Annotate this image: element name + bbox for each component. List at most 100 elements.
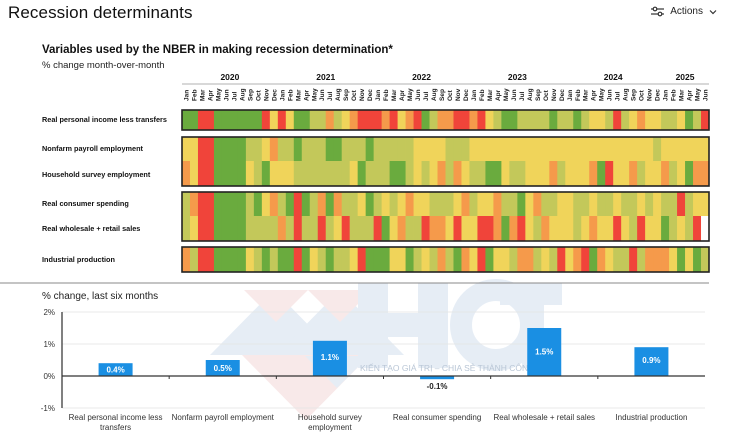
heatmap-cell [221,216,231,241]
heatmap-cell [613,216,622,241]
heatmap-cell [461,137,470,161]
heatmap-cell [669,137,678,161]
heatmap-cell [613,161,622,186]
heatmap-cell [661,247,670,272]
month-label: Jun [511,89,518,101]
heatmap-cell [621,110,630,130]
month-label: May [695,88,702,101]
watermark-letter [522,283,544,368]
year-label: 2020 [220,72,239,82]
heatmap-cell [445,192,454,216]
heatmap-cell [693,216,702,241]
month-label: Jun [319,89,326,101]
heatmap-cell [525,192,534,216]
heatmap-cell [405,192,414,216]
heatmap-cell [685,110,694,130]
heatmap-cell [325,110,335,130]
heatmap-cell [533,161,542,186]
heatmap-cell [701,110,710,130]
heatmap-cell [182,247,191,272]
heatmap-cell [677,110,686,130]
watermark-triangle [242,355,370,420]
x-category-label: Nonfarm payroll employment [172,413,275,422]
heatmap-cell [205,192,215,216]
heatmap-cell [317,161,327,186]
heatmap-cell [613,110,622,130]
heatmap-cell [541,192,550,216]
heatmap-cell [501,110,510,130]
heatmap-cell [597,110,606,130]
watermark-letter [450,279,542,371]
heatmap-cell [365,110,375,130]
heatmap-cell [325,137,335,161]
heatmap-cell [477,161,486,186]
heatmap-cell [285,137,295,161]
heatmap-cell [317,192,327,216]
bar [98,363,133,376]
heatmap-cell [701,192,710,216]
month-label: Jan [663,90,670,101]
heatmap-group-frame [181,246,710,273]
heatmap-cell [309,110,319,130]
heatmap-cell [221,137,231,161]
heatmap-cell [221,110,231,130]
heatmap-cell [477,216,486,241]
heatmap-cell [501,161,510,186]
heatmap-cell [261,192,271,216]
heatmap-cell [565,192,574,216]
heatmap-cell [701,137,710,161]
heatmap-row-label: Industrial production [42,255,115,264]
month-label: Jul [231,91,238,101]
heatmap-cell [261,161,271,186]
heatmap-cell [365,137,375,161]
heatmap-cell [437,216,446,241]
month-label: Apr [207,89,214,101]
heatmap-cell [589,110,598,130]
heatmap-cell [485,192,494,216]
month-label: Jun [607,89,614,101]
watermark-letter [358,283,388,368]
heatmap-row-label: Nonfarm payroll employment [42,144,144,153]
heatmap-cell [221,247,231,272]
heatmap-cell [277,110,287,130]
heatmap-cell [301,192,311,216]
heatmap-cell [533,192,542,216]
watermark-letter [358,313,448,337]
heatmap-cell [445,216,454,241]
heatmap-cell [517,216,526,241]
month-label: Jan [183,90,190,101]
heatmap-cell [182,216,191,241]
sliders-icon [651,6,665,17]
heatmap-cell [693,110,702,130]
heatmap-cell [573,216,582,241]
heatmap-cell [477,192,486,216]
heatmap-cell [541,216,550,241]
heatmap-cell [573,137,582,161]
heatmap-cell [285,192,295,216]
heatmap-cell [405,161,414,186]
heatmap-cell [333,216,343,241]
heatmap-cell [389,137,398,161]
actions-button[interactable]: Actions [651,6,717,17]
heatmap-cell [365,247,375,272]
heatmap-cell [413,216,422,241]
heatmap-cell [325,247,335,272]
heatmap-cell [293,161,303,186]
month-label: Aug [623,88,630,101]
heatmap-cell [237,110,247,130]
heatmap-cell [349,110,359,130]
heatmap-cell [349,137,359,161]
heatmap-cell [677,216,686,241]
heatmap-cell [229,247,239,272]
heatmap-cell [397,216,406,241]
heatmap-cell [277,192,287,216]
heatmap-cell [517,247,526,272]
heatmap-cell [205,247,215,272]
month-label: Nov [647,88,654,101]
heatmap-group-frame [181,136,710,187]
heatmap-cell [421,247,430,272]
heatmap-cell [445,161,454,186]
heatmap-cell [485,161,494,186]
heatmap-cell [597,192,606,216]
heatmap-cell [237,247,247,272]
